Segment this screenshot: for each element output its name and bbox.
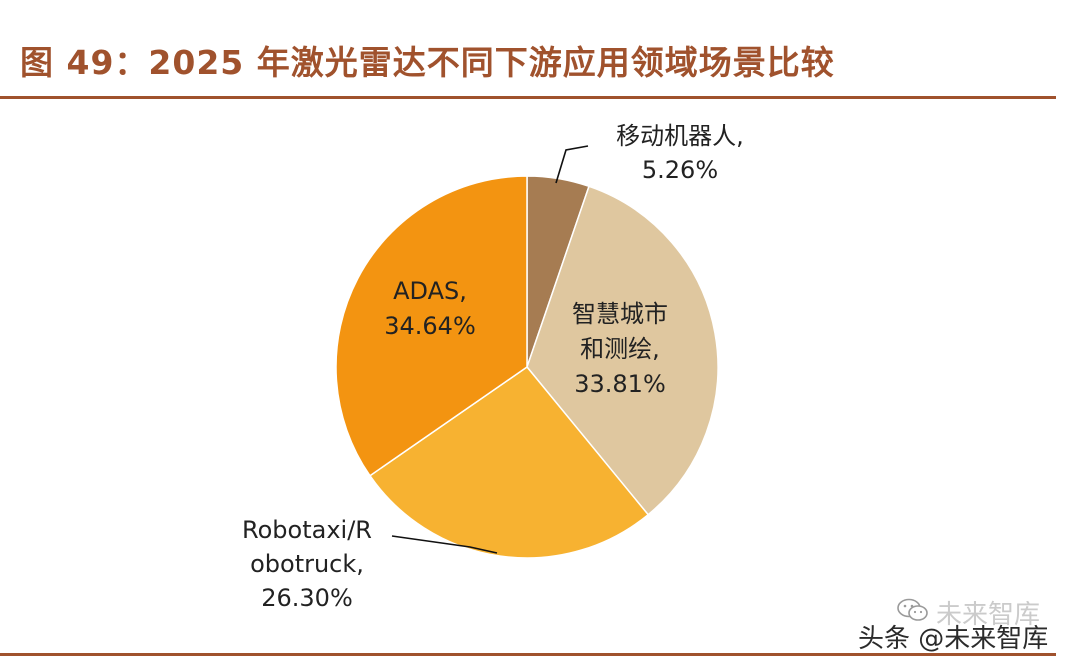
slice-label-4: ADAS, 34.64%	[384, 277, 476, 340]
slice-label-1-line-1: 移动机器人,	[616, 122, 744, 150]
slice-label-2-line-1: 智慧城市	[572, 300, 668, 328]
leader-line-1	[555, 145, 589, 184]
slice-label-4-line-2: 34.64%	[384, 312, 476, 340]
pie-slice-3	[368, 365, 650, 559]
slice-label-3-line-2: obotruck,	[250, 550, 364, 578]
slice-label-3-line-3: 26.30%	[261, 584, 353, 612]
pie-slice-2	[526, 185, 719, 516]
slice-label-2: 智慧城市和测绘, 33.81%	[572, 300, 668, 398]
slice-label-3: Robotaxi/R obotruck, 26.30%	[242, 516, 372, 612]
watermark-faint: 未来智库	[936, 600, 1041, 630]
wechat-icon	[897, 598, 928, 621]
leader-lines	[391, 145, 589, 554]
slice-label-2-line-2: 和测绘,	[580, 335, 660, 363]
top-rule	[0, 96, 1056, 99]
slice-label-2-line-3: 33.81%	[574, 370, 666, 398]
figure-title: 图 49：2025 年激光雷达不同下游应用领域场景比较	[20, 43, 835, 82]
slice-label-1: 移动机器人, 5.26%	[616, 122, 744, 184]
watermark-main: 头条 @未来智库	[858, 624, 1049, 654]
pie-slices	[335, 175, 719, 559]
bottom-rule	[0, 653, 1056, 656]
slice-label-4-line-1: ADAS,	[393, 277, 467, 305]
slice-labels: 移动机器人, 5.26% 智慧城市和测绘, 33.81% Robotaxi/R obotr…	[242, 122, 744, 612]
pie-slice-4	[335, 175, 528, 477]
slice-label-3-line-1: Robotaxi/R	[242, 516, 372, 544]
leader-line-3	[391, 535, 498, 554]
slice-label-1-line-2: 5.26%	[642, 156, 718, 184]
